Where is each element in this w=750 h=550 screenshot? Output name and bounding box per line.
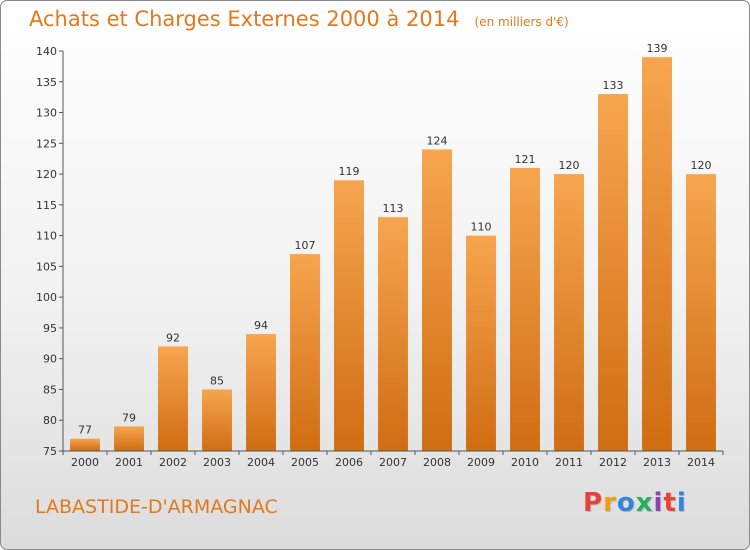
title-row: Achats et Charges Externes 2000 à 2014 (… [29, 7, 569, 31]
bar [334, 180, 364, 451]
x-tick-label: 2014 [687, 456, 715, 469]
bar-value-label: 77 [78, 424, 92, 437]
bar-value-label: 133 [603, 79, 624, 92]
logo-letter: i [653, 488, 664, 518]
y-tick-label: 115 [36, 199, 57, 212]
x-tick-label: 2008 [423, 456, 451, 469]
bar [158, 346, 188, 451]
y-tick-label: 110 [36, 230, 57, 243]
y-tick-label: 130 [36, 107, 57, 120]
bar [598, 94, 628, 452]
x-tick-label: 2010 [511, 456, 539, 469]
y-tick-label: 105 [36, 260, 57, 273]
bar [510, 167, 540, 451]
y-tick-label: 95 [43, 322, 57, 335]
y-tick-label: 75 [43, 445, 57, 458]
logo-letter: P [583, 488, 604, 518]
bar [686, 174, 716, 452]
x-tick-label: 2003 [203, 456, 231, 469]
y-tick-label: 100 [36, 291, 57, 304]
logo-letter: r [603, 488, 617, 518]
y-tick-label: 140 [36, 45, 57, 58]
bar-value-label: 121 [515, 153, 536, 166]
bar [202, 389, 232, 451]
bar [246, 334, 276, 451]
bar [422, 149, 452, 451]
bar-value-label: 139 [647, 42, 668, 55]
y-tick-label: 85 [43, 383, 57, 396]
x-tick-label: 2006 [335, 456, 363, 469]
x-tick-label: 2000 [71, 456, 99, 469]
bar-value-label: 120 [691, 159, 712, 172]
y-tick-label: 90 [43, 353, 57, 366]
bar-value-label: 113 [383, 202, 404, 215]
x-tick-label: 2005 [291, 456, 319, 469]
bar-value-label: 124 [427, 134, 448, 147]
bar [554, 174, 584, 452]
bar-value-label: 92 [166, 331, 180, 344]
chart-unit: (en milliers d'€) [474, 15, 569, 29]
y-tick-label: 120 [36, 168, 57, 181]
bar-value-label: 85 [210, 374, 224, 387]
x-tick-label: 2001 [115, 456, 143, 469]
x-tick-label: 2009 [467, 456, 495, 469]
bar-value-label: 79 [122, 411, 136, 424]
x-tick-label: 2002 [159, 456, 187, 469]
y-tick-label: 125 [36, 137, 57, 150]
bar [642, 57, 672, 452]
bar-value-label: 119 [339, 165, 360, 178]
bar-value-label: 94 [254, 319, 268, 332]
y-tick-label: 80 [43, 414, 57, 427]
x-tick-label: 2013 [643, 456, 671, 469]
y-tick-label: 135 [36, 76, 57, 89]
bar-value-label: 120 [559, 159, 580, 172]
x-tick-label: 2012 [599, 456, 627, 469]
logo-letter: i [676, 488, 687, 518]
x-tick-label: 2007 [379, 456, 407, 469]
x-tick-label: 2011 [555, 456, 583, 469]
bar [70, 438, 100, 451]
logo-letter: x [635, 488, 654, 518]
bar [378, 217, 408, 451]
logo-letter: o [616, 488, 636, 518]
bar [114, 426, 144, 451]
x-tick-label: 2004 [247, 456, 275, 469]
proxiti-logo: Proxiti [583, 488, 687, 518]
chart-title: Achats et Charges Externes 2000 à 2014 [29, 7, 460, 31]
commune-name: LABASTIDE-D'ARMAGNAC [35, 496, 278, 518]
bar [466, 235, 496, 451]
bar [290, 254, 320, 451]
bar-value-label: 110 [471, 221, 492, 234]
bar-value-label: 107 [295, 239, 316, 252]
logo-letter: t [663, 488, 677, 518]
